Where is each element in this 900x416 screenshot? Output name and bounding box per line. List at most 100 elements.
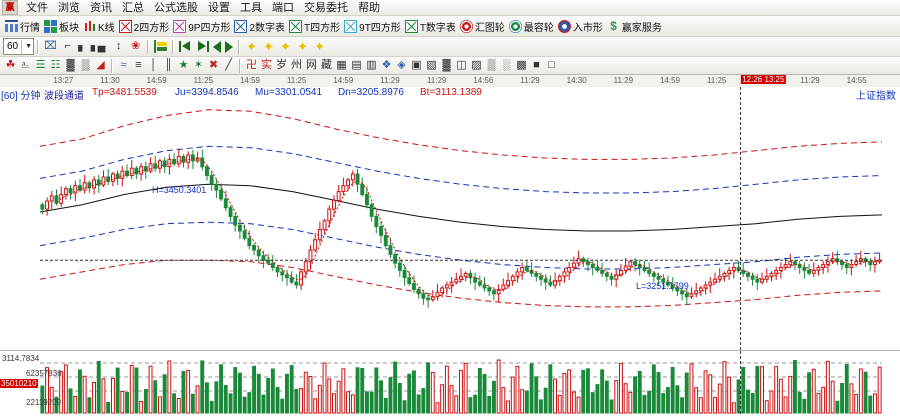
menu-help[interactable]: 帮助 (358, 1, 380, 14)
toolbar-sector[interactable]: 板块 (42, 17, 81, 35)
toolbar-next[interactable] (223, 38, 235, 56)
tool-marker2-icon: ✶ (193, 59, 204, 71)
toolbar-label: 板块 (59, 22, 79, 34)
tool-symbol-d[interactable]: 州 (289, 57, 304, 75)
tool-vline2[interactable]: ║ (161, 57, 176, 75)
tool-symbol-q[interactable]: ▒ (484, 57, 499, 75)
tool-symbol-f[interactable]: 藏 (319, 57, 334, 75)
volume-bar-series (40, 359, 882, 414)
toolbar-flower[interactable]: ❀ (127, 38, 144, 56)
tool-symbol-l[interactable]: ▣ (409, 57, 424, 75)
tool-grid-b[interactable]: ☰ (33, 57, 48, 75)
menu-tools[interactable]: 工具 (240, 1, 262, 14)
tool-symbol-n[interactable]: ▓ (439, 57, 454, 75)
price-chart-area[interactable] (0, 87, 900, 350)
tool-symbol-r[interactable]: ░ (499, 57, 514, 75)
toolbar-prev[interactable] (211, 38, 223, 56)
tool-grid-d-icon: ▓ (66, 59, 75, 71)
tool-grid-c[interactable]: ☷ (48, 57, 63, 75)
toolbar-star-3[interactable]: ✦ (277, 38, 294, 56)
volume-current-label: 35010210 (0, 379, 38, 388)
tool-symbol-c-icon: 岁 (276, 59, 287, 71)
volume-chart-area[interactable] (0, 350, 900, 416)
box-blue-icon (234, 19, 248, 33)
tool-grid-a[interactable]: ⎁ (18, 57, 33, 75)
menu-file[interactable]: 文件 (26, 1, 48, 14)
tool-symbol-i[interactable]: ▥ (364, 57, 379, 75)
tool-grid-c-icon: ☷ (50, 59, 61, 71)
menu-browse[interactable]: 浏览 (58, 1, 80, 14)
tool-symbol-u[interactable]: □ (544, 57, 559, 75)
menu-trade-order[interactable]: 交易委托 (304, 1, 348, 14)
band-line-bt (39, 259, 883, 308)
toolbar-9t-square[interactable]: 9T四方形 (342, 17, 403, 35)
toolbar-bars-large[interactable]: ▄ (93, 38, 110, 56)
tool-vline[interactable]: │ (146, 57, 161, 75)
toolbar-2-square[interactable]: 2四方形 (117, 17, 172, 35)
toolbar-updown[interactable]: ↕ (110, 38, 127, 56)
candle-series (40, 148, 882, 308)
tool-symbol-h[interactable]: ▤ (349, 57, 364, 75)
tool-slash[interactable]: ╱ (221, 57, 236, 75)
tool-grid-e[interactable]: ▒ (78, 57, 93, 75)
tool-symbol-o[interactable]: ◫ (454, 57, 469, 75)
volume-svg (40, 351, 882, 415)
toolbar-capacity-wheel[interactable]: 最容轮 (507, 17, 556, 35)
tool-marker[interactable]: ★ (176, 57, 191, 75)
tool-delete[interactable]: ✖ (206, 57, 221, 75)
toolbar-winner-service[interactable]: $ 赢家服务 (605, 17, 664, 35)
tool-symbol-c[interactable]: 岁 (274, 57, 289, 75)
menu-settings[interactable]: 设置 (208, 1, 230, 14)
tool-slash-icon: ╱ (225, 59, 232, 71)
tool-draw-pointer[interactable]: ☘ (3, 57, 18, 75)
menu-port[interactable]: 端口 (272, 1, 294, 14)
time-tick: 11:29 (520, 76, 540, 85)
tool-symbol-b[interactable]: 实 (259, 57, 274, 75)
tool-marker2[interactable]: ✶ (191, 57, 206, 75)
tool-grid-d[interactable]: ▓ (63, 57, 78, 75)
toolbar-9p-square[interactable]: 9P四方形 (171, 17, 232, 35)
toolbar-star-2[interactable]: ✦ (260, 38, 277, 56)
toolbar-t-square[interactable]: T四方形 (287, 17, 342, 35)
volume-top-label: 3114.7834 (2, 354, 40, 363)
chevron-down-icon[interactable]: ▼ (21, 39, 32, 54)
toolbar-star-4[interactable]: ✦ (294, 38, 311, 56)
toolbar-star-1[interactable]: ✦ (243, 38, 260, 56)
toolbar-chart-wheel[interactable]: 汇图轮 (458, 17, 507, 35)
toolbar-kline[interactable]: K线 (81, 17, 117, 35)
menu-summary[interactable]: 汇总 (122, 1, 144, 14)
toolbar-t-number-table[interactable]: T数字表 (403, 17, 458, 35)
toolbar-crosshair[interactable]: ⌧ (42, 38, 59, 56)
toolbar-bars-small[interactable]: ▖▗ (76, 38, 95, 56)
tool-symbol-g[interactable]: ▦ (334, 57, 349, 75)
tool-symbol-s[interactable]: ▩ (514, 57, 529, 75)
toolbar-star-5[interactable]: ✦ (311, 38, 328, 56)
tool-symbol-e[interactable]: 网 (304, 57, 319, 75)
tool-symbol-t[interactable]: ■ (529, 57, 544, 75)
toolbar-period-select[interactable]: 60 ▼ (3, 38, 35, 55)
band-line-ju (39, 145, 883, 194)
tool-trend-line[interactable]: ◢ (93, 57, 108, 75)
app-logo-icon: 赢 (2, 0, 18, 15)
tool-symbol-a[interactable]: 卍 (244, 57, 259, 75)
tool-grid-e-icon: ▒ (81, 59, 90, 71)
toolbar-label: 2四方形 (133, 22, 170, 34)
time-tick: 14:55 (846, 76, 867, 85)
tool-symbol-p[interactable]: ▨ (469, 57, 484, 75)
toolbar-chart-flag[interactable] (152, 38, 169, 56)
toolbar-2-number-table[interactable]: 2数字表 (232, 17, 287, 35)
toolbar-last-page[interactable] (194, 38, 211, 56)
menu-news[interactable]: 资讯 (90, 1, 112, 14)
toolbar-label: 赢家服务 (621, 22, 662, 34)
tool-symbol-j[interactable]: ❖ (379, 57, 394, 75)
menu-formula-stock-picking[interactable]: 公式选股 (154, 1, 198, 14)
toolbar-quotes[interactable]: 行情 (3, 17, 42, 35)
toolbar-first-page[interactable] (177, 38, 194, 56)
toolbar-ruler[interactable]: ⌐ (59, 38, 76, 56)
tool-lines[interactable]: ≡ (131, 57, 146, 75)
tool-wave[interactable]: ≈ (116, 57, 131, 75)
chart-low-annotation: L=3251.1799 (636, 281, 689, 291)
tool-symbol-k[interactable]: ◈ (394, 57, 409, 75)
tool-symbol-m[interactable]: ▧ (424, 57, 439, 75)
toolbar-entry-shape[interactable]: 入市形 (556, 17, 605, 35)
